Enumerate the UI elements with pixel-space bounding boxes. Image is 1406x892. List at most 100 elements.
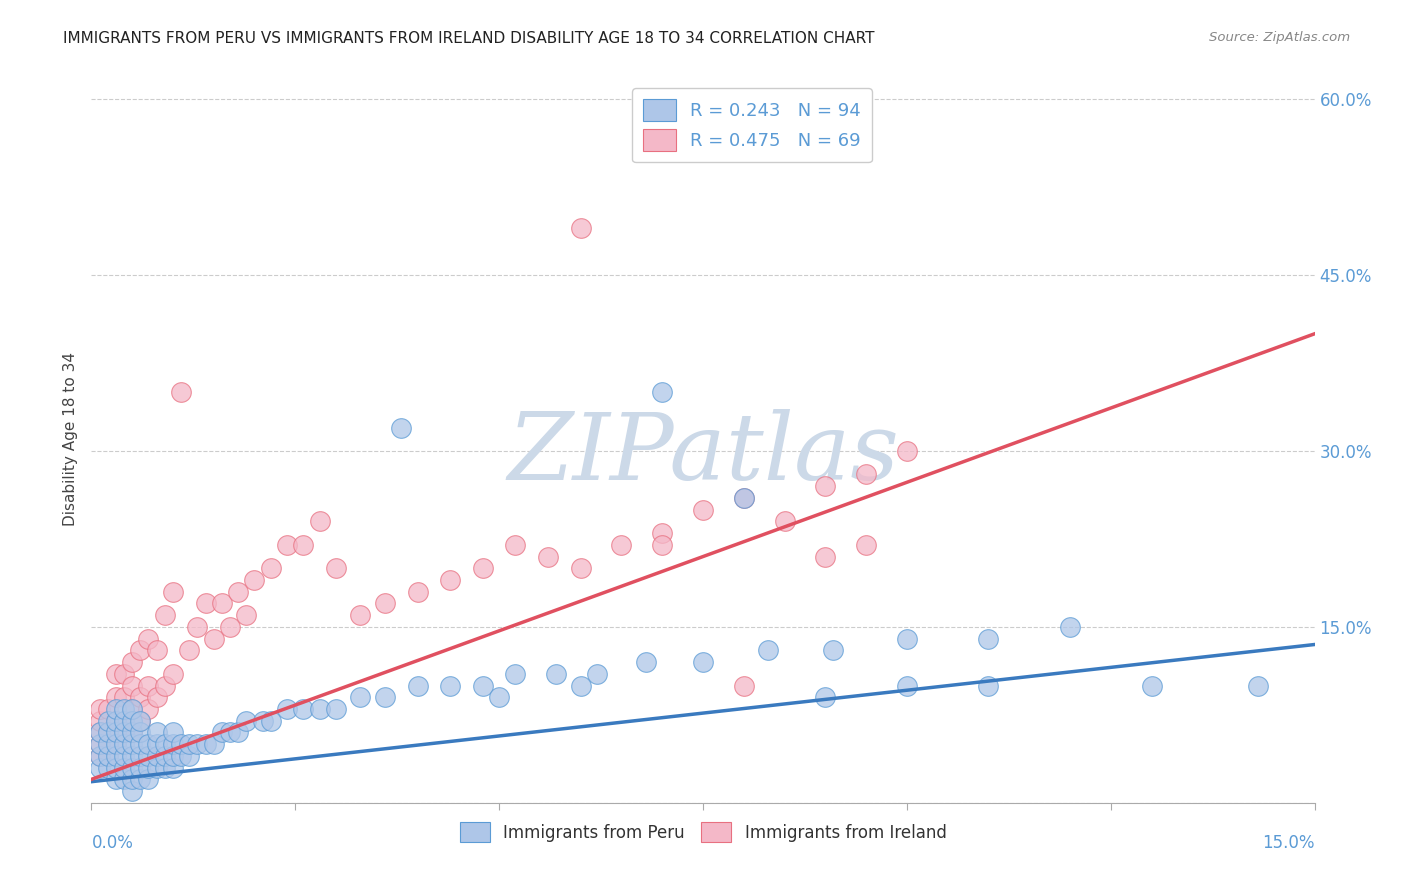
Point — [153, 737, 176, 751]
Point — [104, 702, 127, 716]
Point — [129, 761, 152, 775]
Point — [97, 748, 120, 763]
Point — [138, 702, 160, 716]
Point — [104, 748, 127, 763]
Point — [219, 725, 242, 739]
Point — [129, 748, 152, 763]
Point — [170, 748, 193, 763]
Point — [129, 737, 152, 751]
Point — [179, 643, 201, 657]
Point — [112, 690, 135, 705]
Point — [471, 679, 494, 693]
Point — [162, 666, 184, 681]
Point — [471, 561, 494, 575]
Point — [138, 761, 160, 775]
Point — [129, 690, 152, 705]
Point — [194, 737, 217, 751]
Point — [1246, 679, 1268, 693]
Point — [104, 737, 127, 751]
Point — [97, 702, 120, 716]
Point — [211, 725, 233, 739]
Point — [129, 714, 152, 728]
Point — [260, 714, 283, 728]
Point — [202, 632, 225, 646]
Point — [488, 690, 510, 705]
Point — [112, 772, 135, 787]
Point — [153, 679, 176, 693]
Point — [89, 702, 111, 716]
Point — [121, 725, 143, 739]
Point — [121, 679, 143, 693]
Point — [104, 761, 127, 775]
Point — [814, 549, 837, 564]
Point — [89, 748, 111, 763]
Point — [104, 772, 127, 787]
Point — [226, 725, 249, 739]
Point — [252, 714, 274, 728]
Point — [610, 538, 633, 552]
Point — [97, 761, 120, 775]
Point — [89, 725, 111, 739]
Point — [186, 737, 208, 751]
Point — [1140, 679, 1163, 693]
Point — [112, 714, 135, 728]
Point — [104, 714, 127, 728]
Point — [276, 538, 298, 552]
Point — [153, 761, 176, 775]
Point — [89, 714, 111, 728]
Point — [634, 655, 657, 669]
Point — [89, 737, 111, 751]
Point — [129, 714, 152, 728]
Point — [112, 725, 135, 739]
Legend: Immigrants from Peru, Immigrants from Ireland: Immigrants from Peru, Immigrants from Ir… — [453, 815, 953, 849]
Point — [138, 679, 160, 693]
Point — [896, 444, 918, 458]
Point — [243, 573, 266, 587]
Point — [823, 643, 845, 657]
Point — [121, 737, 143, 751]
Point — [374, 690, 396, 705]
Point — [121, 714, 143, 728]
Point — [97, 737, 120, 751]
Point — [406, 584, 429, 599]
Text: 0.0%: 0.0% — [91, 834, 134, 852]
Point — [292, 702, 315, 716]
Point — [179, 748, 201, 763]
Point — [1059, 620, 1081, 634]
Point — [129, 772, 152, 787]
Point — [692, 655, 714, 669]
Point — [896, 632, 918, 646]
Point — [97, 714, 120, 728]
Point — [406, 679, 429, 693]
Point — [733, 679, 755, 693]
Point — [349, 690, 371, 705]
Point — [112, 725, 135, 739]
Point — [145, 643, 167, 657]
Point — [162, 761, 184, 775]
Point — [145, 690, 167, 705]
Point — [89, 748, 111, 763]
Point — [308, 702, 330, 716]
Text: 15.0%: 15.0% — [1263, 834, 1315, 852]
Point — [97, 748, 120, 763]
Point — [89, 725, 111, 739]
Point — [89, 737, 111, 751]
Point — [121, 784, 143, 798]
Text: Source: ZipAtlas.com: Source: ZipAtlas.com — [1209, 31, 1350, 45]
Point — [194, 597, 217, 611]
Point — [308, 515, 330, 529]
Point — [153, 608, 176, 623]
Point — [121, 702, 143, 716]
Point — [374, 597, 396, 611]
Point — [439, 573, 461, 587]
Point — [121, 655, 143, 669]
Point — [104, 690, 127, 705]
Text: IMMIGRANTS FROM PERU VS IMMIGRANTS FROM IRELAND DISABILITY AGE 18 TO 34 CORRELAT: IMMIGRANTS FROM PERU VS IMMIGRANTS FROM … — [63, 31, 875, 46]
Point — [219, 620, 242, 634]
Point — [121, 702, 143, 716]
Point — [855, 467, 877, 482]
Point — [129, 643, 152, 657]
Point — [773, 515, 796, 529]
Point — [586, 666, 609, 681]
Point — [814, 690, 837, 705]
